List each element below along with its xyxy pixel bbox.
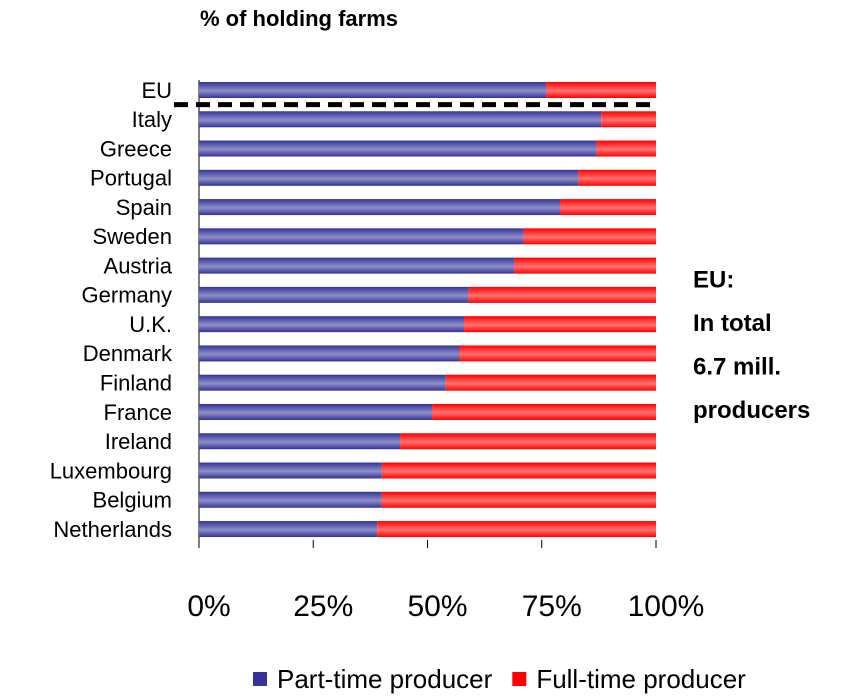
chart-title: % of holding farms xyxy=(200,6,398,31)
bar-segment xyxy=(199,82,547,98)
legend-label: Full-time producer xyxy=(536,664,746,694)
bar-segment xyxy=(464,316,656,333)
bar-segment xyxy=(199,521,378,538)
x-tick-label: 0% xyxy=(187,590,230,623)
x-tick-label: 25% xyxy=(293,590,353,623)
bar-segment xyxy=(400,433,656,450)
x-tick-label: 100% xyxy=(628,590,705,623)
category-label: Portugal xyxy=(90,166,172,191)
bar-segment xyxy=(199,345,460,362)
category-label: Denmark xyxy=(83,341,173,366)
bar-segment xyxy=(199,228,524,245)
bar-segment xyxy=(199,169,579,186)
bar-segment xyxy=(199,140,597,157)
category-label: EU xyxy=(141,78,172,103)
bar-segment xyxy=(523,228,656,245)
legend-label: Part-time producer xyxy=(277,664,493,694)
category-label: Belgium xyxy=(93,488,172,513)
bar-segment xyxy=(468,286,656,303)
bar-segment xyxy=(199,199,561,216)
category-label: Greece xyxy=(100,136,172,161)
bar-segment xyxy=(199,433,401,450)
category-label: Germany xyxy=(82,283,172,308)
bar-segment xyxy=(459,345,656,362)
category-label: France xyxy=(104,400,172,425)
annotation: EU: xyxy=(693,266,734,293)
bar-segment xyxy=(514,257,656,274)
bar-segment xyxy=(381,462,656,479)
bar-segment xyxy=(381,491,656,508)
bar-segment xyxy=(445,374,656,391)
bar-segment xyxy=(432,403,656,420)
x-tick-label: 75% xyxy=(522,590,582,623)
bar-segment xyxy=(560,199,656,216)
legend-swatch xyxy=(253,672,267,686)
bar-segment xyxy=(199,111,602,128)
bar-segment xyxy=(199,257,515,274)
annotation: producers xyxy=(693,397,810,424)
bar-segment xyxy=(546,82,656,98)
bar-segment xyxy=(596,140,656,157)
bar-segment xyxy=(199,316,465,333)
category-label: Luxembourg xyxy=(50,458,172,483)
legend-swatch xyxy=(512,672,527,686)
category-label: Italy xyxy=(132,107,172,132)
bar-segment xyxy=(199,491,382,508)
category-label: Netherlands xyxy=(53,517,172,542)
category-label: Sweden xyxy=(92,224,172,249)
category-label: Spain xyxy=(116,195,172,220)
category-label: Finland xyxy=(100,371,172,396)
bar-segment xyxy=(578,169,656,186)
category-label: U.K. xyxy=(129,312,172,337)
x-tick-label: 50% xyxy=(407,590,467,623)
bar-segment xyxy=(199,462,382,479)
bar-segment xyxy=(199,403,433,420)
bar-segment xyxy=(601,111,656,128)
category-label: Ireland xyxy=(105,429,172,454)
bar-segment xyxy=(199,374,446,391)
bar-segment xyxy=(199,286,469,303)
annotation: 6.7 mill. xyxy=(693,353,781,380)
category-label: Austria xyxy=(104,253,173,278)
annotation: In total xyxy=(693,310,772,337)
bar-segment xyxy=(377,521,656,538)
